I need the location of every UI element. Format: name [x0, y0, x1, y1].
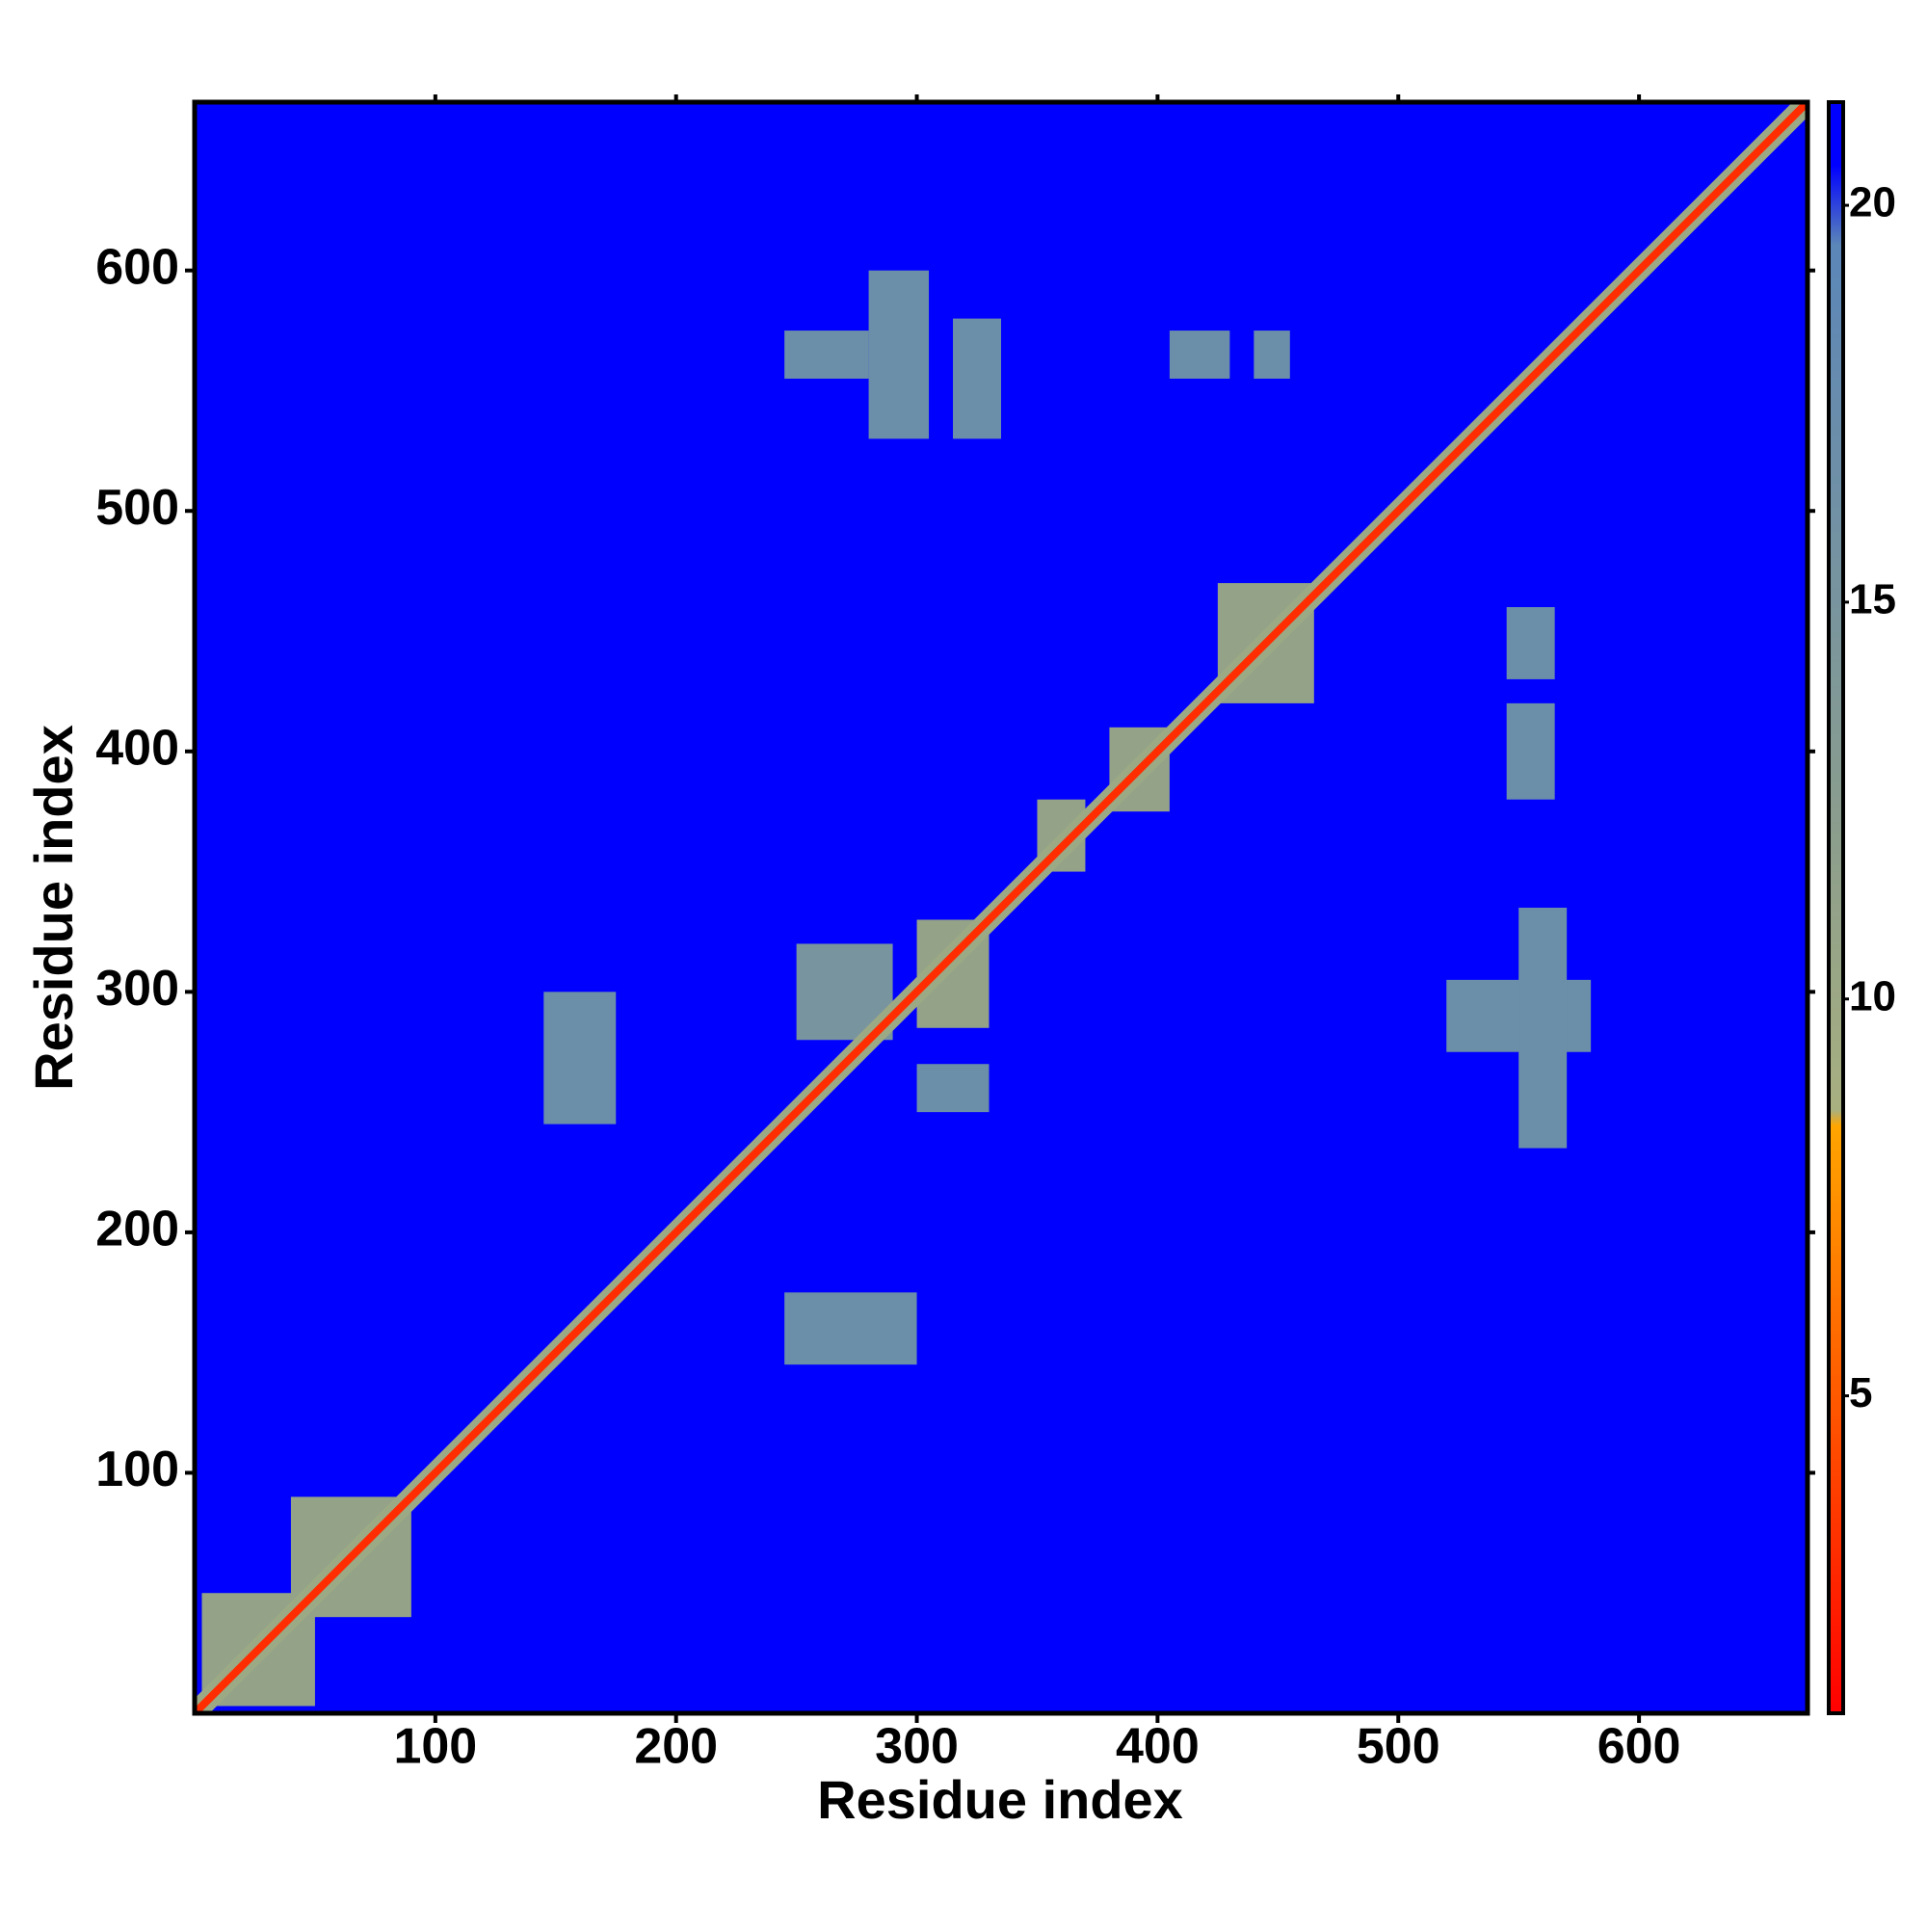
- contact-region: [916, 1064, 990, 1113]
- contact-region: [1169, 331, 1230, 379]
- contact-region: [1518, 908, 1568, 1149]
- contact-region: [868, 270, 930, 439]
- contact-region: [1506, 702, 1555, 800]
- contact-region: [784, 1292, 917, 1365]
- x-tick-label: 600: [1597, 1719, 1681, 1775]
- diagonal: [195, 102, 1808, 1713]
- y-tick-label: 200: [95, 1202, 179, 1257]
- contact-region: [543, 992, 617, 1125]
- contact-region: [784, 331, 869, 379]
- contact-region: [1254, 331, 1290, 379]
- plot-area: [195, 102, 1808, 1713]
- plot-frame: [192, 99, 1810, 1716]
- colorbar-tick-label: 10: [1849, 972, 1896, 1019]
- y-axis-label: Residue index: [23, 725, 84, 1091]
- x-axis-label: Residue index: [817, 1769, 1183, 1830]
- x-tick-label: 100: [393, 1719, 477, 1775]
- y-tick-label: 600: [95, 239, 179, 295]
- y-tick-label: 500: [95, 480, 179, 536]
- colorbar-tick-label: 5: [1849, 1369, 1872, 1416]
- x-tick-label: 400: [1116, 1719, 1200, 1775]
- colorbar-tick-label: 15: [1849, 576, 1896, 623]
- y-tick-label: 300: [95, 961, 179, 1017]
- y-tick-label: 400: [95, 721, 179, 777]
- colorbar-tick-label: 20: [1849, 179, 1896, 226]
- contact-region: [1506, 607, 1555, 679]
- contact-region: [953, 318, 1001, 439]
- x-tick-label: 500: [1357, 1719, 1440, 1775]
- x-tick-label: 300: [875, 1719, 959, 1775]
- x-tick-label: 200: [634, 1719, 718, 1775]
- y-tick-label: 100: [95, 1442, 179, 1497]
- colorbar: [1827, 100, 1845, 1715]
